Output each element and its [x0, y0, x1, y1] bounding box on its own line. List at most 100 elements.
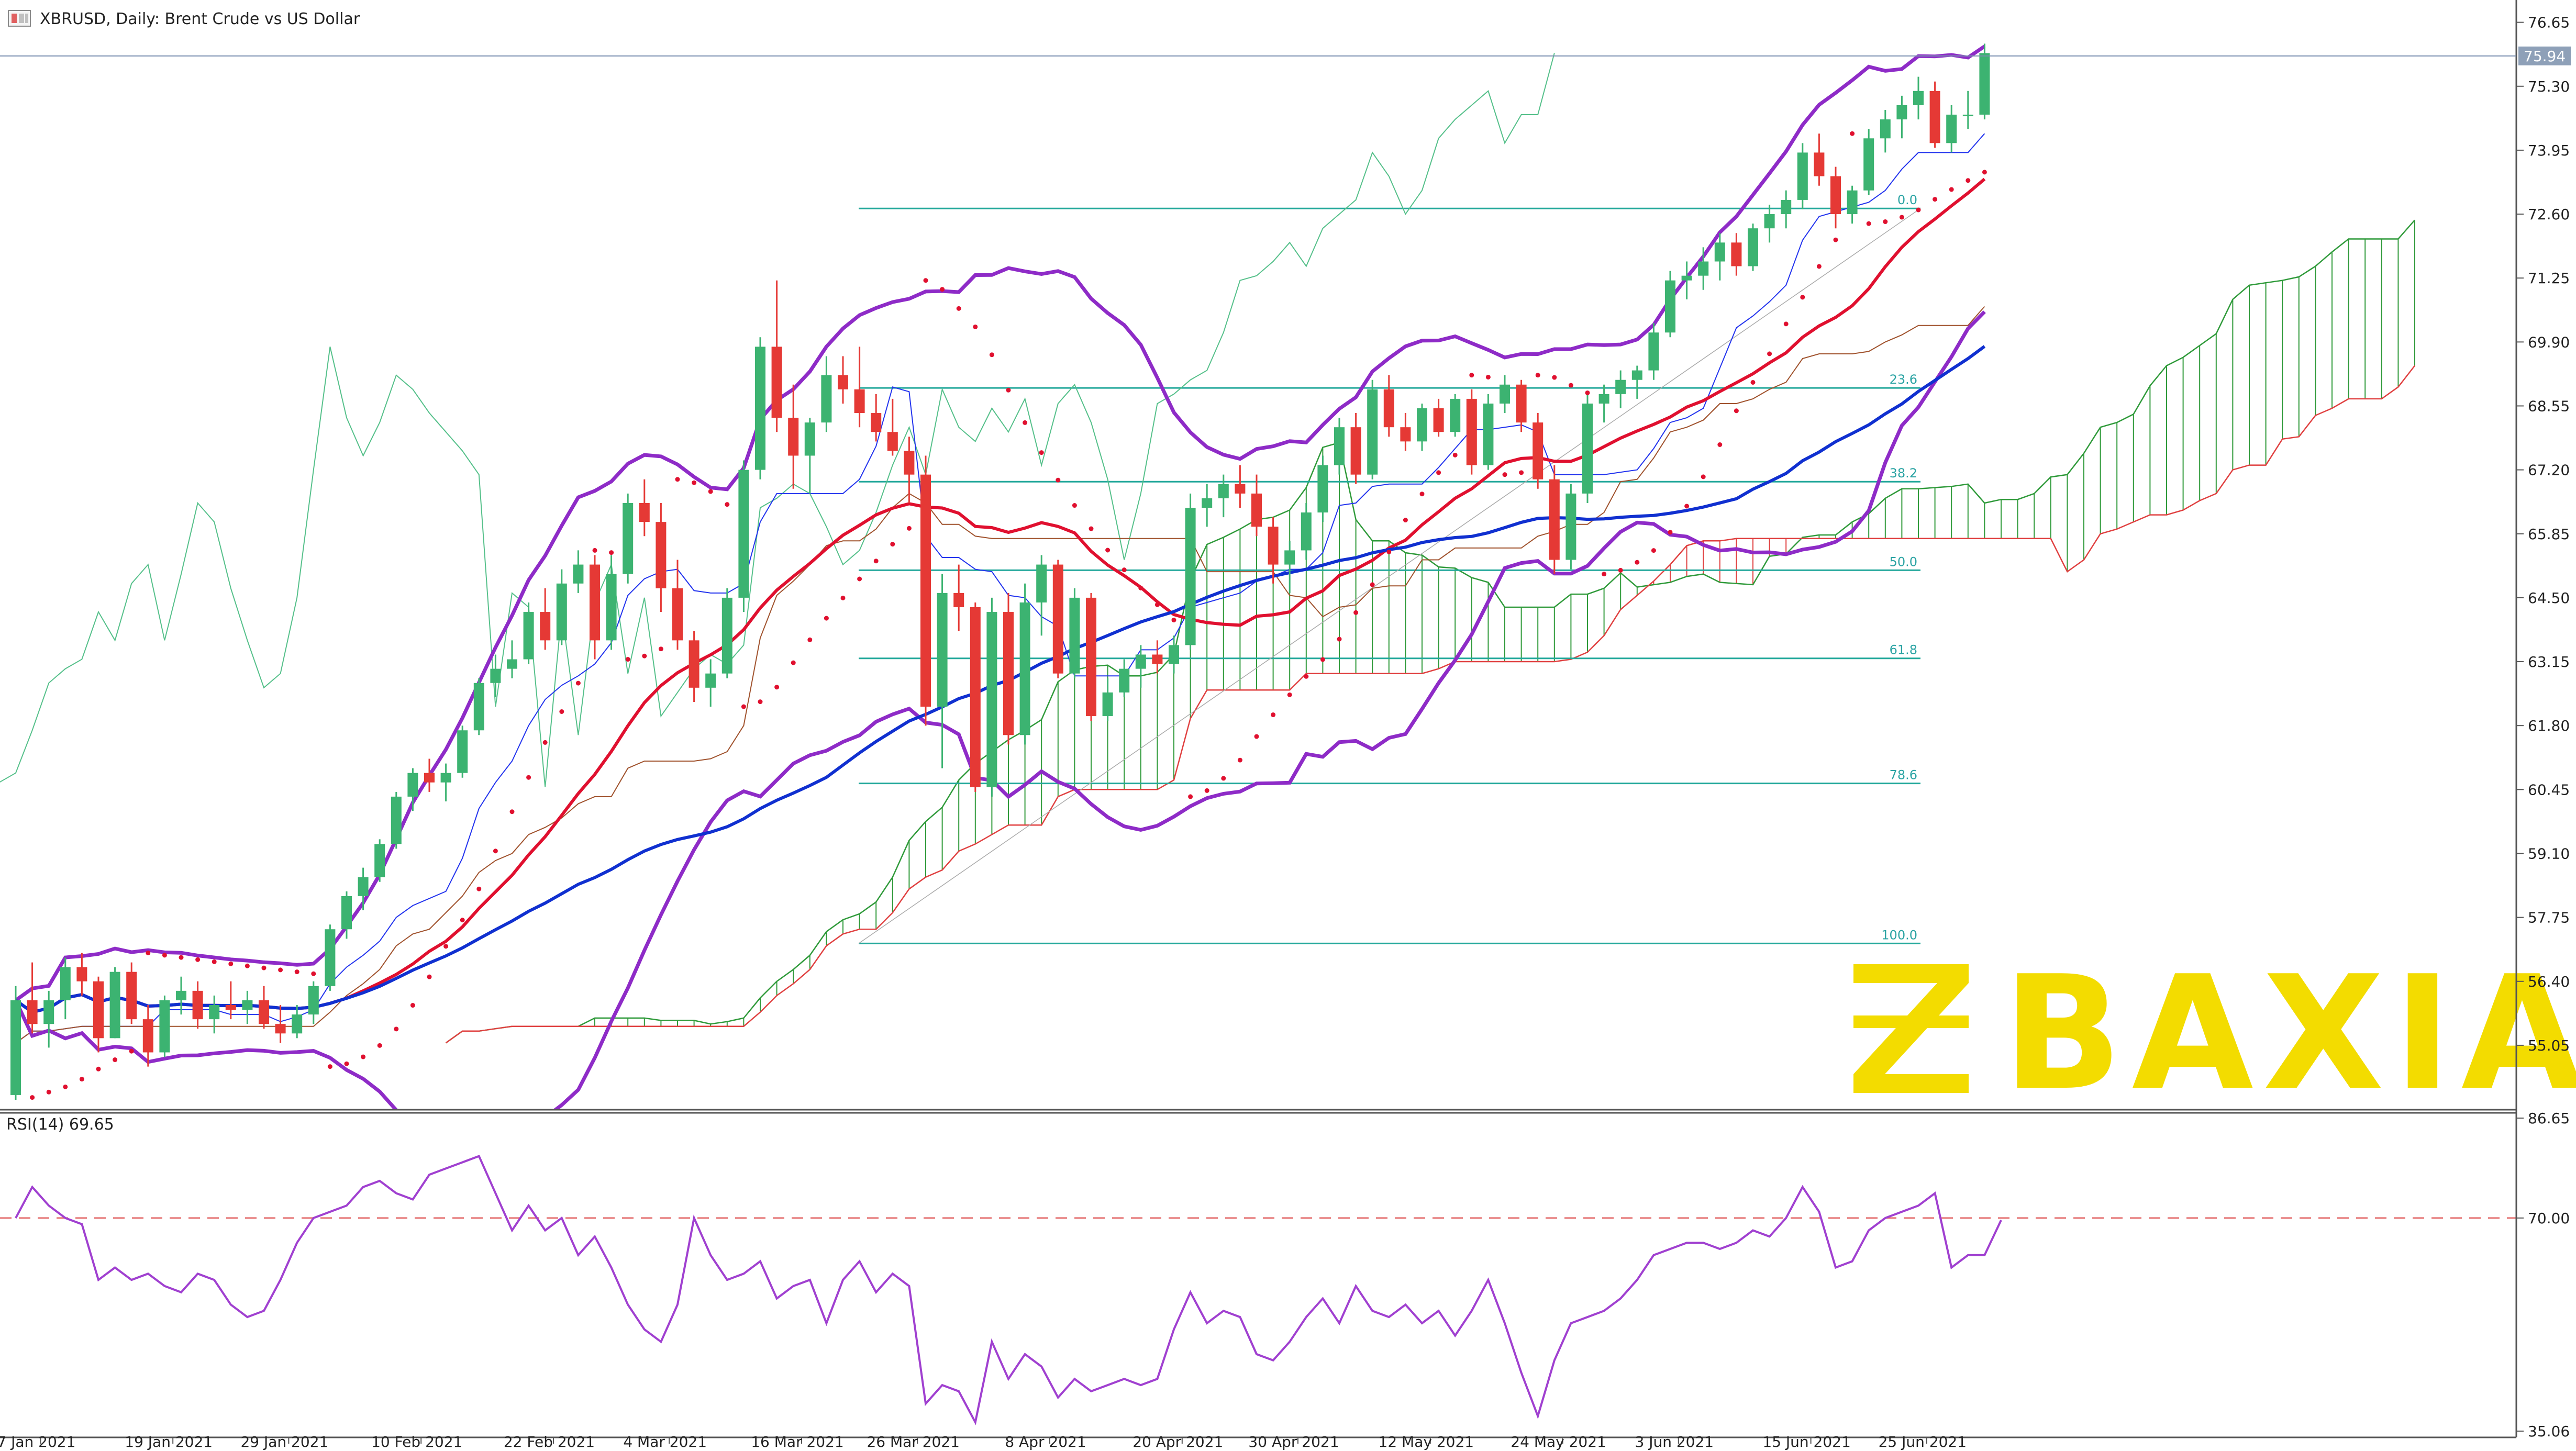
candle[interactable]	[1549, 465, 1560, 574]
candle[interactable]	[126, 962, 137, 1024]
candle[interactable]	[540, 588, 551, 650]
fib-trend-line[interactable]	[858, 208, 1921, 944]
candle[interactable]	[27, 962, 38, 1034]
candle[interactable]	[192, 981, 203, 1029]
candle[interactable]	[358, 867, 369, 911]
candle[interactable]	[60, 957, 71, 1020]
candle[interactable]	[225, 981, 236, 1020]
candle[interactable]	[953, 564, 964, 631]
candle[interactable]	[374, 839, 385, 882]
candle[interactable]	[1962, 91, 1973, 129]
candle[interactable]	[1516, 380, 1527, 432]
candle[interactable]	[970, 602, 981, 792]
candle[interactable]	[854, 347, 865, 428]
main-plot-area[interactable]	[0, 0, 2516, 1110]
candle[interactable]	[407, 768, 418, 811]
price-axis[interactable]: 76.65 75.30 73.95 72.60 71.25 69.90 68.55 67.20…	[0, 14, 2571, 1054]
candle[interactable]	[242, 990, 253, 1024]
candle[interactable]	[738, 460, 749, 612]
candle[interactable]	[1913, 76, 1924, 120]
candle[interactable]	[1202, 484, 1213, 527]
candle[interactable]	[639, 479, 650, 537]
candle[interactable]	[1533, 413, 1544, 489]
candle[interactable]	[1797, 143, 1808, 209]
candle[interactable]	[209, 995, 220, 1034]
candle[interactable]	[623, 493, 634, 584]
candle[interactable]	[391, 791, 402, 849]
candle[interactable]	[1665, 271, 1675, 338]
candle[interactable]	[440, 763, 451, 801]
window-restore-icon[interactable]	[8, 10, 31, 27]
candle[interactable]	[1631, 365, 1642, 399]
candle[interactable]	[721, 588, 732, 678]
candle[interactable]	[1466, 389, 1477, 475]
candle[interactable]	[986, 597, 997, 797]
candle[interactable]	[523, 602, 534, 664]
candle[interactable]	[490, 654, 501, 697]
candle[interactable]	[771, 280, 782, 432]
candle[interactable]	[424, 758, 435, 792]
candle[interactable]	[1086, 593, 1096, 721]
candle[interactable]	[1268, 517, 1279, 584]
candle[interactable]	[1748, 224, 1758, 271]
candle[interactable]	[308, 981, 319, 1024]
candle[interactable]	[93, 976, 104, 1053]
candle[interactable]	[573, 550, 584, 593]
candle[interactable]	[1102, 678, 1113, 721]
candle[interactable]	[1847, 185, 1858, 224]
candle[interactable]	[1069, 588, 1080, 678]
rsi-plot-area[interactable]	[0, 1113, 2516, 1437]
candle[interactable]	[1284, 541, 1295, 593]
candle[interactable]	[755, 337, 765, 479]
candle[interactable]	[1251, 474, 1262, 537]
candle[interactable]	[821, 356, 832, 432]
candle[interactable]	[1400, 413, 1411, 451]
time-axis[interactable]: 7 Jan 2021 19 Jan 2021 29 Jan 2021 10 Feb 2…	[0, 1433, 1967, 1450]
candle[interactable]	[1052, 560, 1063, 678]
candle[interactable]	[904, 437, 915, 503]
candle[interactable]	[1615, 370, 1626, 408]
candle[interactable]	[887, 398, 898, 456]
candle[interactable]	[1698, 247, 1709, 290]
candle[interactable]	[920, 455, 931, 726]
candle[interactable]	[672, 560, 683, 650]
candle[interactable]	[1681, 261, 1692, 299]
candle[interactable]	[292, 1005, 303, 1039]
candle[interactable]	[1235, 465, 1246, 508]
candle[interactable]	[1135, 645, 1146, 688]
candle[interactable]	[705, 659, 716, 707]
candle[interactable]	[1714, 233, 1725, 281]
candle[interactable]	[1019, 583, 1030, 745]
candle[interactable]	[1169, 635, 1179, 674]
candle[interactable]	[656, 503, 667, 612]
candle[interactable]	[1946, 105, 1957, 153]
candle[interactable]	[1003, 593, 1014, 745]
candle[interactable]	[1036, 555, 1047, 636]
rsi-axis[interactable]: 86.65 70.00 35.06	[2516, 1110, 2570, 1440]
candle[interactable]	[1929, 81, 1940, 148]
candle[interactable]	[43, 990, 54, 1048]
candle[interactable]	[1152, 640, 1163, 674]
candle[interactable]	[937, 574, 948, 768]
candle[interactable]	[590, 555, 600, 660]
candle[interactable]	[259, 986, 269, 1029]
candle[interactable]	[473, 678, 484, 735]
candle[interactable]	[325, 924, 336, 991]
candle[interactable]	[1119, 659, 1130, 697]
candle[interactable]	[1350, 413, 1361, 484]
candle[interactable]	[1979, 43, 1990, 120]
candle[interactable]	[1334, 418, 1345, 475]
candle[interactable]	[507, 640, 517, 678]
candle[interactable]	[142, 1005, 153, 1067]
candle[interactable]	[1814, 133, 1825, 186]
candle[interactable]	[176, 976, 186, 1015]
candle[interactable]	[1830, 166, 1841, 229]
candle[interactable]	[1565, 484, 1576, 570]
candle[interactable]	[1731, 233, 1742, 276]
candle[interactable]	[275, 1005, 286, 1043]
candle[interactable]	[1863, 129, 1874, 195]
candle[interactable]	[76, 953, 87, 996]
candle[interactable]	[1648, 323, 1659, 380]
candle[interactable]	[804, 418, 815, 494]
candle[interactable]	[1582, 394, 1593, 503]
